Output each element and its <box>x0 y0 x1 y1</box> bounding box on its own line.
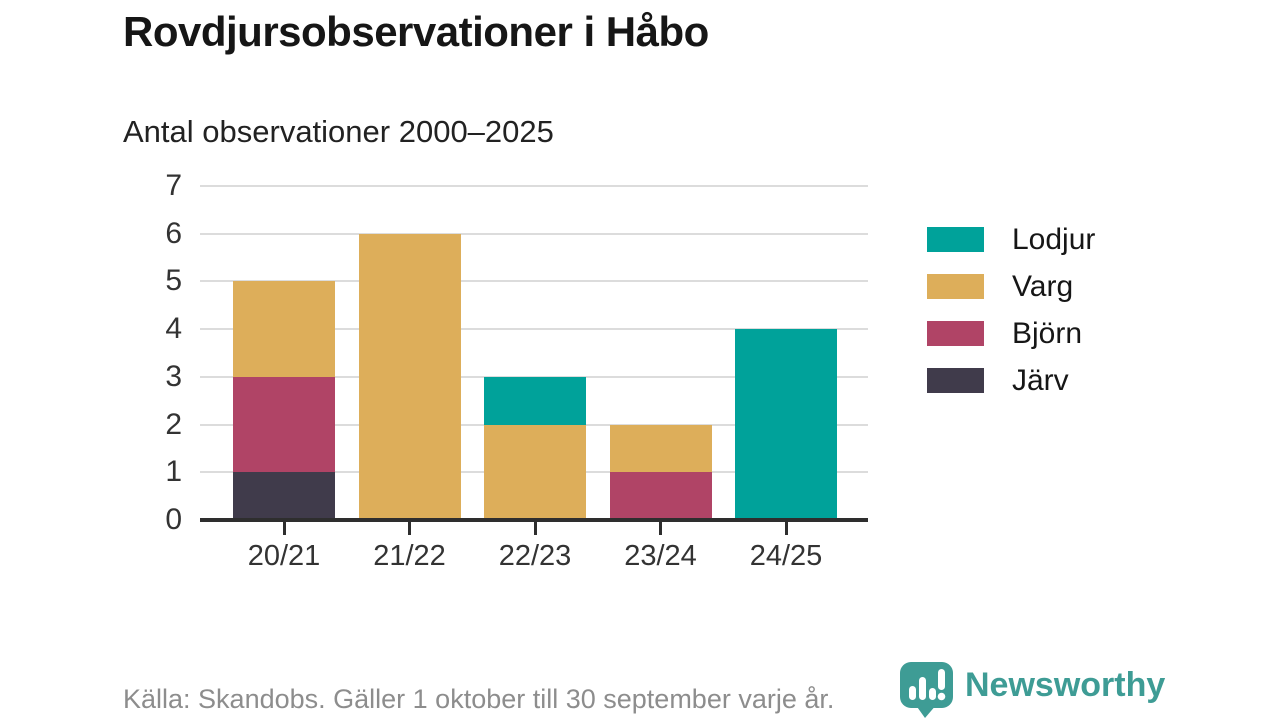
y-tick-label: 6 <box>165 216 182 250</box>
bar-segment-varg <box>609 424 712 473</box>
y-tick-label: 2 <box>165 407 182 441</box>
y-tick-label: 4 <box>165 312 182 346</box>
legend-swatch <box>927 368 984 393</box>
bar-segment-varg <box>484 424 586 520</box>
x-tick-label: 24/25 <box>749 540 823 572</box>
legend-label: Järv <box>1012 363 1069 397</box>
gridline <box>200 328 868 331</box>
bar-segment-björn <box>609 472 712 520</box>
x-tick-label: 23/24 <box>624 540 697 572</box>
y-tick-label: 7 <box>165 169 182 202</box>
legend-label: Varg <box>1012 269 1074 303</box>
legend-swatch <box>927 227 984 252</box>
chart-subtitle: Antal observationer 2000–2025 <box>123 114 554 149</box>
bar-segment-lodjur <box>735 329 837 520</box>
newsworthy-wordmark: Newsworthy <box>965 666 1166 704</box>
gridline <box>200 280 868 283</box>
y-tick-label: 5 <box>165 264 182 298</box>
y-tick-label: 3 <box>165 359 182 393</box>
bar-segment-varg <box>233 281 335 377</box>
gridline <box>200 185 868 187</box>
page-title: Rovdjursobservationer i Håbo <box>123 8 709 55</box>
y-tick-label: 0 <box>165 503 182 536</box>
legend: Lodjur Varg Björn Järv <box>927 216 1095 404</box>
footer-source: Källa: Skandobs. Gäller 1 oktober till 3… <box>123 684 835 714</box>
x-tick-label: 21/22 <box>373 540 446 572</box>
x-tick-label: 20/21 <box>247 540 321 572</box>
x-axis-tick <box>784 522 788 535</box>
x-axis-tick <box>282 522 286 535</box>
newsworthy-logo: Newsworthy <box>898 660 1165 718</box>
legend-label: Björn <box>1012 316 1083 350</box>
plot-area <box>200 185 868 535</box>
x-axis-tick <box>659 522 662 535</box>
gridline <box>200 232 868 235</box>
bar-segment-lodjur <box>484 376 586 425</box>
x-axis-tick <box>533 522 537 535</box>
bar-segment-varg <box>358 233 461 520</box>
x-axis-line <box>200 518 868 522</box>
legend-item-järv: Järv <box>927 357 1095 404</box>
legend-item-björn: Björn <box>927 310 1095 357</box>
y-tick-label: 1 <box>165 455 182 489</box>
x-axis-tick <box>408 522 411 535</box>
legend-item-lodjur: Lodjur <box>927 216 1095 263</box>
bar-segment-björn <box>233 376 335 473</box>
x-tick-label: 22/23 <box>498 540 572 572</box>
legend-item-varg: Varg <box>927 263 1095 310</box>
legend-swatch <box>927 321 984 346</box>
bar-chart-speech-bubble-icon <box>900 662 953 718</box>
bar-segment-järv <box>233 472 335 520</box>
legend-swatch <box>927 274 984 299</box>
legend-label: Lodjur <box>1012 222 1096 256</box>
